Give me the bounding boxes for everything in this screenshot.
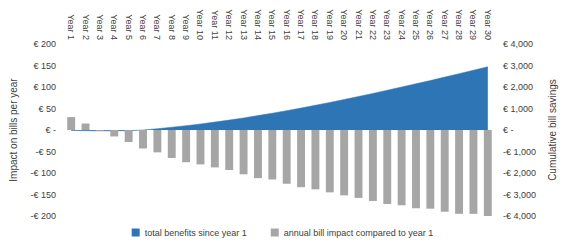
svg-text:Year 29: Year 29 — [468, 9, 478, 40]
svg-text:Year 17: Year 17 — [296, 9, 306, 40]
svg-text:-€ 1,000: -€ 1,000 — [503, 147, 536, 157]
svg-text:Year 4: Year 4 — [109, 14, 119, 40]
svg-text:€ 200: € 200 — [33, 39, 56, 49]
svg-text:Year 28: Year 28 — [454, 9, 464, 40]
svg-text:Year 5: Year 5 — [124, 14, 134, 40]
svg-text:€ 3,000: € 3,000 — [503, 61, 533, 71]
svg-text:€ -: € - — [45, 125, 56, 135]
svg-text:Year 24: Year 24 — [397, 9, 407, 40]
svg-text:-€ 50: -€ 50 — [35, 147, 56, 157]
svg-text:Year 15: Year 15 — [267, 9, 277, 40]
svg-text:€ 1,000: € 1,000 — [503, 104, 533, 114]
svg-text:Year 26: Year 26 — [425, 9, 435, 40]
svg-text:Year 16: Year 16 — [282, 9, 292, 40]
svg-text:Year 11: Year 11 — [210, 10, 220, 40]
svg-text:Year 20: Year 20 — [339, 9, 349, 40]
svg-text:€ 50: € 50 — [38, 104, 56, 114]
svg-text:-€ 2,000: -€ 2,000 — [503, 168, 536, 178]
svg-text:Year 6: Year 6 — [138, 14, 148, 40]
svg-text:Year 14: Year 14 — [253, 9, 263, 40]
svg-text:€ 100: € 100 — [33, 82, 56, 92]
svg-text:Year 27: Year 27 — [440, 9, 450, 40]
svg-text:Year 12: Year 12 — [224, 9, 234, 40]
svg-text:-€ 200: -€ 200 — [30, 211, 56, 221]
svg-text:€ 150: € 150 — [33, 61, 56, 71]
svg-text:-€ 150: -€ 150 — [30, 190, 56, 200]
svg-text:-€ 100: -€ 100 — [30, 168, 56, 178]
svg-text:Year 30: Year 30 — [483, 9, 493, 40]
svg-text:Year 18: Year 18 — [310, 9, 320, 40]
svg-text:Impact on bills per year: Impact on bills per year — [8, 78, 19, 182]
svg-text:Year 1: Year 1 — [66, 14, 76, 40]
svg-text:-€ 4,000: -€ 4,000 — [503, 211, 536, 221]
svg-text:total benefits since year 1: total benefits since year 1 — [145, 228, 247, 238]
svg-text:Year 19: Year 19 — [325, 9, 335, 40]
svg-text:Year 13: Year 13 — [239, 9, 249, 40]
svg-text:Cumulative bill savings: Cumulative bill savings — [547, 79, 558, 181]
svg-text:€ 2,000: € 2,000 — [503, 82, 533, 92]
svg-text:Year 8: Year 8 — [167, 14, 177, 40]
svg-text:annual bill impact compared to: annual bill impact compared to year 1 — [284, 228, 434, 238]
svg-text:Year 3: Year 3 — [95, 14, 105, 40]
svg-text:Year 21: Year 21 — [354, 9, 364, 40]
svg-text:Year 25: Year 25 — [411, 9, 421, 40]
svg-text:Year 22: Year 22 — [368, 9, 378, 40]
svg-text:€ -: € - — [503, 125, 514, 135]
svg-text:-€ 3,000: -€ 3,000 — [503, 190, 536, 200]
svg-text:Year 2: Year 2 — [81, 14, 91, 40]
svg-text:€ 4,000: € 4,000 — [503, 39, 533, 49]
svg-text:Year 9: Year 9 — [181, 14, 191, 40]
svg-text:Year 10: Year 10 — [195, 9, 205, 40]
svg-text:Year 23: Year 23 — [382, 9, 392, 40]
svg-text:Year 7: Year 7 — [152, 14, 162, 40]
